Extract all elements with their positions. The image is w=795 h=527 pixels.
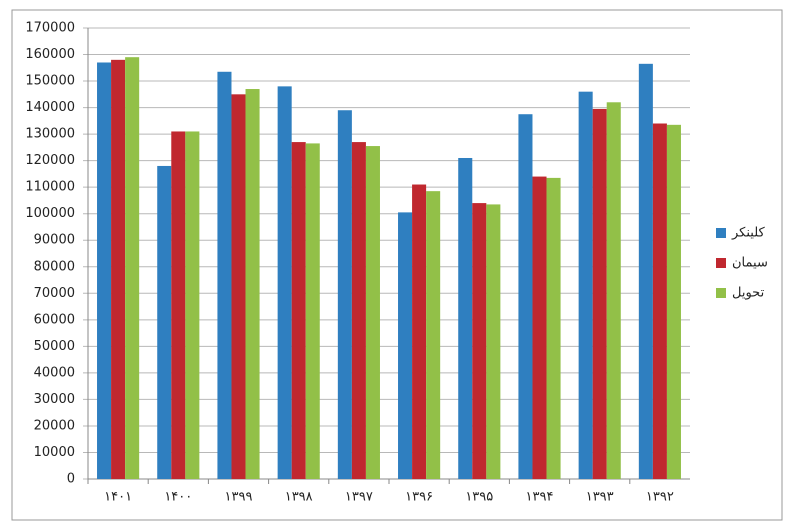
- legend-label: سیمان: [732, 256, 768, 271]
- y-tick-label: 170000: [25, 21, 75, 36]
- x-tick-label: ۱۳۹۵: [465, 490, 493, 505]
- bar: [472, 203, 487, 479]
- y-tick-label: 110000: [25, 180, 75, 195]
- bar: [157, 165, 172, 479]
- legend-label: تحویل: [732, 286, 765, 301]
- y-tick-label: 140000: [25, 100, 75, 115]
- bar: [666, 124, 681, 480]
- y-tick-label: 60000: [34, 312, 75, 327]
- bar: [171, 131, 186, 479]
- bar: [412, 184, 427, 479]
- bar: [518, 114, 533, 480]
- bar: [365, 146, 380, 479]
- bar: [185, 131, 200, 479]
- x-tick-label: ۱۳۹۲: [646, 490, 674, 505]
- bar: [231, 94, 246, 479]
- y-tick-label: 40000: [34, 365, 75, 380]
- bar: [337, 110, 352, 479]
- y-tick-label: 0: [67, 472, 75, 487]
- bar: [217, 71, 232, 479]
- y-tick-label: 90000: [34, 233, 75, 248]
- bar: [277, 86, 292, 479]
- bar: [125, 57, 140, 480]
- y-tick-label: 10000: [34, 445, 75, 460]
- y-tick-label: 150000: [25, 74, 75, 89]
- y-tick-label: 70000: [34, 286, 75, 301]
- y-tick-label: 20000: [34, 418, 75, 433]
- bar: [606, 102, 621, 480]
- bar: [97, 62, 112, 480]
- bar: [398, 212, 413, 480]
- x-tick-label: ۱۳۹۹: [225, 490, 253, 505]
- bar: [351, 142, 366, 479]
- y-tick-label: 130000: [25, 127, 75, 142]
- bar: [592, 108, 607, 479]
- legend-swatch: [716, 228, 726, 238]
- bar: [486, 204, 501, 479]
- x-tick-label: ۱۴۰۱: [104, 490, 132, 505]
- bar: [546, 177, 561, 479]
- y-tick-label: 80000: [34, 259, 75, 274]
- y-tick-label: 100000: [25, 206, 75, 221]
- bar: [458, 157, 473, 479]
- legend-swatch: [716, 258, 726, 268]
- y-tick-label: 50000: [34, 339, 75, 354]
- x-tick-label: ۱۳۹۳: [586, 490, 614, 505]
- y-tick-label: 120000: [25, 153, 75, 168]
- bar: [111, 59, 126, 479]
- bar: [291, 142, 306, 479]
- x-tick-label: ۱۴۰۰: [164, 490, 192, 505]
- x-tick-label: ۱۳۹۴: [526, 490, 554, 505]
- x-tick-label: ۱۳۹۷: [345, 490, 373, 505]
- bar: [578, 91, 593, 479]
- x-tick-label: ۱۳۹۶: [405, 490, 433, 505]
- legend-label: کلینکر: [731, 226, 766, 241]
- y-tick-label: 30000: [34, 392, 75, 407]
- bar: [305, 143, 320, 479]
- bar: [652, 123, 667, 479]
- bar: [638, 63, 653, 480]
- bar: [426, 191, 441, 479]
- legend-swatch: [716, 288, 726, 298]
- bar: [245, 89, 260, 480]
- y-tick-label: 160000: [25, 47, 75, 62]
- bar: [532, 176, 547, 480]
- x-tick-label: ۱۳۹۸: [285, 490, 313, 505]
